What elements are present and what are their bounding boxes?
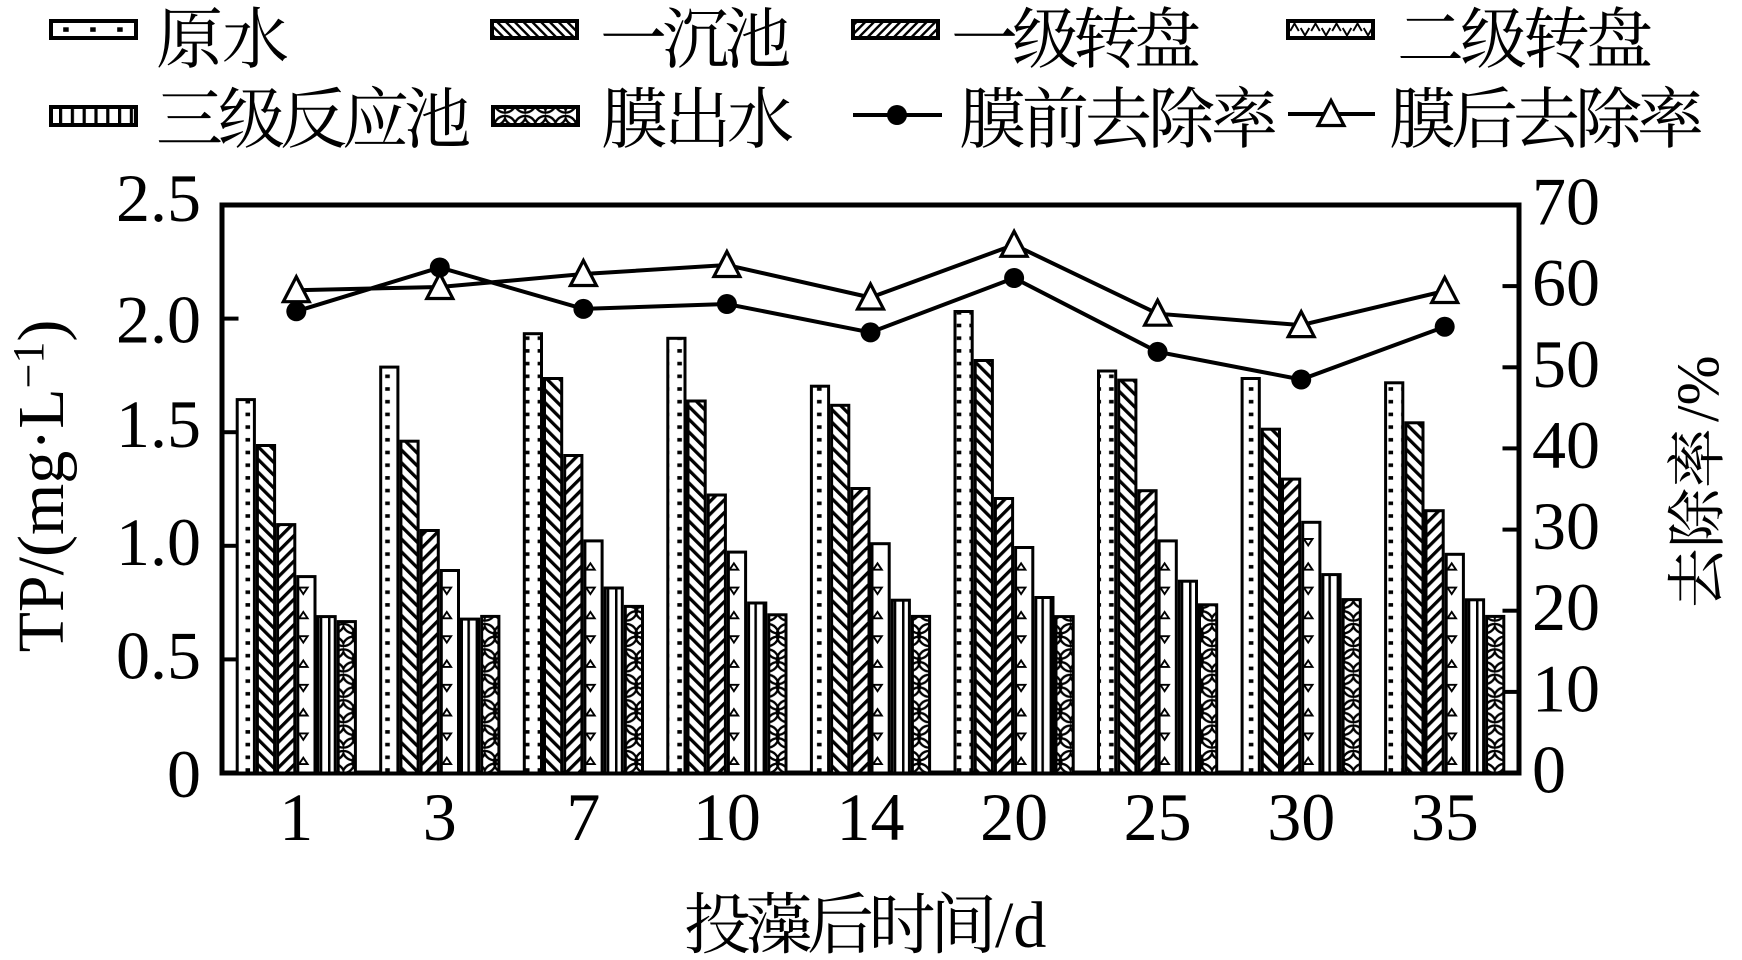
svg-text:50: 50 — [1532, 326, 1600, 402]
svg-text:10: 10 — [1532, 650, 1600, 726]
svg-text:0: 0 — [1532, 732, 1566, 808]
svg-text:20: 20 — [980, 779, 1048, 855]
svg-text:0.5: 0.5 — [116, 617, 201, 693]
svg-text:70: 70 — [1532, 164, 1600, 240]
svg-text:3: 3 — [423, 779, 457, 855]
svg-text:/d: /d — [995, 889, 1046, 955]
svg-text:2.5: 2.5 — [116, 160, 201, 236]
svg-text:14: 14 — [837, 779, 905, 855]
svg-text:60: 60 — [1532, 245, 1600, 321]
svg-text:0: 0 — [167, 736, 201, 812]
svg-text:7: 7 — [566, 779, 600, 855]
svg-text:30: 30 — [1267, 779, 1335, 855]
svg-text:/%: /% — [1665, 355, 1731, 422]
svg-text:30: 30 — [1532, 488, 1600, 564]
svg-text:35: 35 — [1411, 779, 1479, 855]
svg-text:1: 1 — [279, 779, 313, 855]
svg-text:10: 10 — [693, 779, 761, 855]
svg-text:1.0: 1.0 — [116, 504, 201, 580]
svg-text:40: 40 — [1532, 407, 1600, 483]
svg-text:1.5: 1.5 — [116, 386, 201, 462]
svg-text:TP/(mg·L−1): TP/(mg·L−1) — [4, 320, 78, 653]
svg-text:20: 20 — [1532, 569, 1600, 645]
svg-text:25: 25 — [1124, 779, 1192, 855]
svg-text:2.0: 2.0 — [116, 282, 201, 358]
